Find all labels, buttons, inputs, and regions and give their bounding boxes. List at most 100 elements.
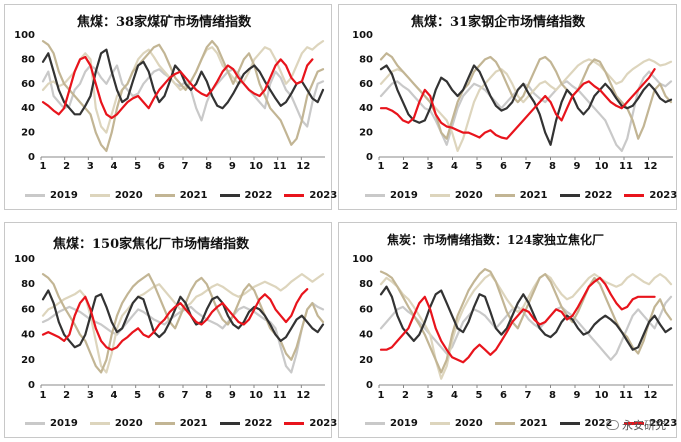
x-tick-label: 7 bbox=[525, 390, 532, 401]
legend-item-2021: 2021 bbox=[154, 418, 208, 429]
series-line-2023 bbox=[379, 276, 656, 364]
y-tick-label: 40 bbox=[359, 103, 373, 114]
y-tick-label: 80 bbox=[21, 54, 35, 65]
legend-label: 2019 bbox=[50, 190, 78, 201]
legend-label: 2022 bbox=[244, 418, 273, 429]
x-tick-label: 5 bbox=[134, 390, 141, 401]
y-tick-label: 80 bbox=[359, 279, 373, 290]
x-tick-label: 1 bbox=[378, 161, 385, 172]
legend-item-2019: 2019 bbox=[365, 418, 418, 429]
x-tick-label: 12 bbox=[296, 161, 310, 172]
y-tick-label: 80 bbox=[359, 54, 373, 65]
x-tick-label: 3 bbox=[427, 390, 434, 401]
legend-swatch bbox=[365, 422, 385, 425]
x-tick-label: 4 bbox=[451, 161, 458, 172]
legend-label: 2019 bbox=[390, 418, 418, 429]
legend-swatch bbox=[624, 194, 645, 197]
y-tick-label: 0 bbox=[366, 152, 373, 163]
series-line-2021 bbox=[379, 52, 673, 140]
x-tick-label: 11 bbox=[619, 390, 633, 401]
watermark-text: 永安研究 bbox=[622, 419, 666, 432]
series-line-2023 bbox=[41, 55, 314, 120]
x-tick-label: 3 bbox=[427, 161, 434, 172]
x-tick-label: 12 bbox=[644, 390, 658, 401]
legend-label: 2020 bbox=[454, 418, 483, 429]
watermark: 永安研究 bbox=[606, 417, 666, 433]
legend-swatch bbox=[494, 194, 515, 197]
legend-item-2019: 2019 bbox=[365, 190, 418, 201]
series-line-2021 bbox=[41, 39, 325, 152]
x-tick-label: 2 bbox=[63, 161, 70, 172]
y-tick-label: 100 bbox=[352, 254, 373, 265]
legend-item-2022: 2022 bbox=[559, 190, 612, 201]
legend-item-2022: 2022 bbox=[219, 190, 273, 201]
legend-swatch bbox=[494, 422, 515, 425]
legend-swatch bbox=[25, 194, 45, 197]
y-tick-label: 20 bbox=[21, 355, 35, 366]
y-tick-label: 60 bbox=[21, 79, 35, 90]
legend-item-2021: 2021 bbox=[494, 418, 548, 429]
series-line-2023 bbox=[379, 68, 656, 140]
x-tick-label: 1 bbox=[378, 390, 385, 401]
legend-swatch bbox=[284, 422, 305, 425]
y-tick-label: 0 bbox=[28, 380, 35, 391]
y-tick-label: 60 bbox=[359, 304, 373, 315]
x-tick-label: 4 bbox=[111, 161, 118, 172]
legend-label: 2022 bbox=[584, 418, 613, 429]
x-tick-label: 10 bbox=[595, 390, 609, 401]
x-tick-label: 11 bbox=[273, 390, 287, 401]
y-tick-label: 100 bbox=[14, 254, 35, 265]
chart-legend-2: 2019 2020 2021 2022 2023 bbox=[365, 190, 677, 201]
legend-item-2020: 2020 bbox=[429, 418, 483, 429]
x-tick-label: 6 bbox=[500, 390, 507, 401]
legend-swatch bbox=[284, 194, 305, 197]
legend-item-2023: 2023 bbox=[624, 190, 677, 201]
legend-label: 2021 bbox=[519, 190, 548, 201]
legend-item-2020: 2020 bbox=[429, 190, 483, 201]
legend-label: 2023 bbox=[649, 418, 678, 429]
legend-label: 2019 bbox=[50, 418, 78, 429]
series-line-2023 bbox=[41, 288, 309, 351]
x-tick-label: 5 bbox=[476, 161, 483, 172]
legend-item-2023: 2023 bbox=[284, 190, 337, 201]
chart-title-3: 焦煤：150家焦化厂市场情绪指数 bbox=[53, 237, 250, 252]
x-tick-label: 12 bbox=[296, 390, 310, 401]
legend-label: 2023 bbox=[649, 190, 678, 201]
chart-panel-2: 0 20 40 60 80 100 1 2 3 4 5 6 7 8 9 10 11 12 焦煤：31家钢企市场情绪… bbox=[338, 4, 677, 210]
legend-label: 2022 bbox=[244, 190, 273, 201]
legend-item-2023: 2023 bbox=[284, 418, 337, 429]
x-tick-label: 2 bbox=[402, 390, 409, 401]
y-tick-label: 80 bbox=[21, 279, 35, 290]
x-tick-label: 8 bbox=[549, 161, 556, 172]
x-tick-label: 3 bbox=[87, 390, 94, 401]
legend-label: 2021 bbox=[179, 418, 208, 429]
legend-swatch bbox=[429, 194, 450, 197]
chart-panel-4: 0 20 40 60 80 100 1 2 3 4 5 6 7 8 9 10 11 12 焦炭：市场情绪指数：12… bbox=[338, 222, 677, 438]
legend-swatch bbox=[429, 422, 450, 425]
x-tick-label: 9 bbox=[574, 390, 581, 401]
legend-swatch bbox=[624, 422, 645, 425]
y-tick-label: 100 bbox=[352, 30, 373, 41]
legend-label: 2019 bbox=[390, 190, 418, 201]
y-tick-label: 20 bbox=[359, 355, 373, 366]
wechat-icon bbox=[606, 420, 619, 430]
legend-swatch bbox=[25, 422, 45, 425]
legend-label: 2020 bbox=[454, 190, 483, 201]
legend-label: 2021 bbox=[179, 190, 208, 201]
chart-title-4: 焦炭：市场情绪指数：124家独立焦化厂 bbox=[387, 233, 605, 247]
x-tick-label: 8 bbox=[205, 390, 212, 401]
x-tick-label: 10 bbox=[249, 161, 263, 172]
x-tick-label: 11 bbox=[619, 161, 633, 172]
legend-swatch bbox=[559, 422, 580, 425]
series-line-2022 bbox=[41, 48, 325, 116]
x-tick-label: 3 bbox=[87, 161, 94, 172]
x-tick-label: 6 bbox=[158, 390, 165, 401]
chart-legend-3: 2019 2020 2021 2022 2023 bbox=[25, 418, 337, 429]
y-tick-label: 60 bbox=[359, 79, 373, 90]
y-tick-label: 20 bbox=[359, 128, 373, 139]
x-tick-label: 11 bbox=[273, 161, 287, 172]
chart-legend-1: 2019 2020 2021 2022 2023 bbox=[25, 190, 337, 201]
